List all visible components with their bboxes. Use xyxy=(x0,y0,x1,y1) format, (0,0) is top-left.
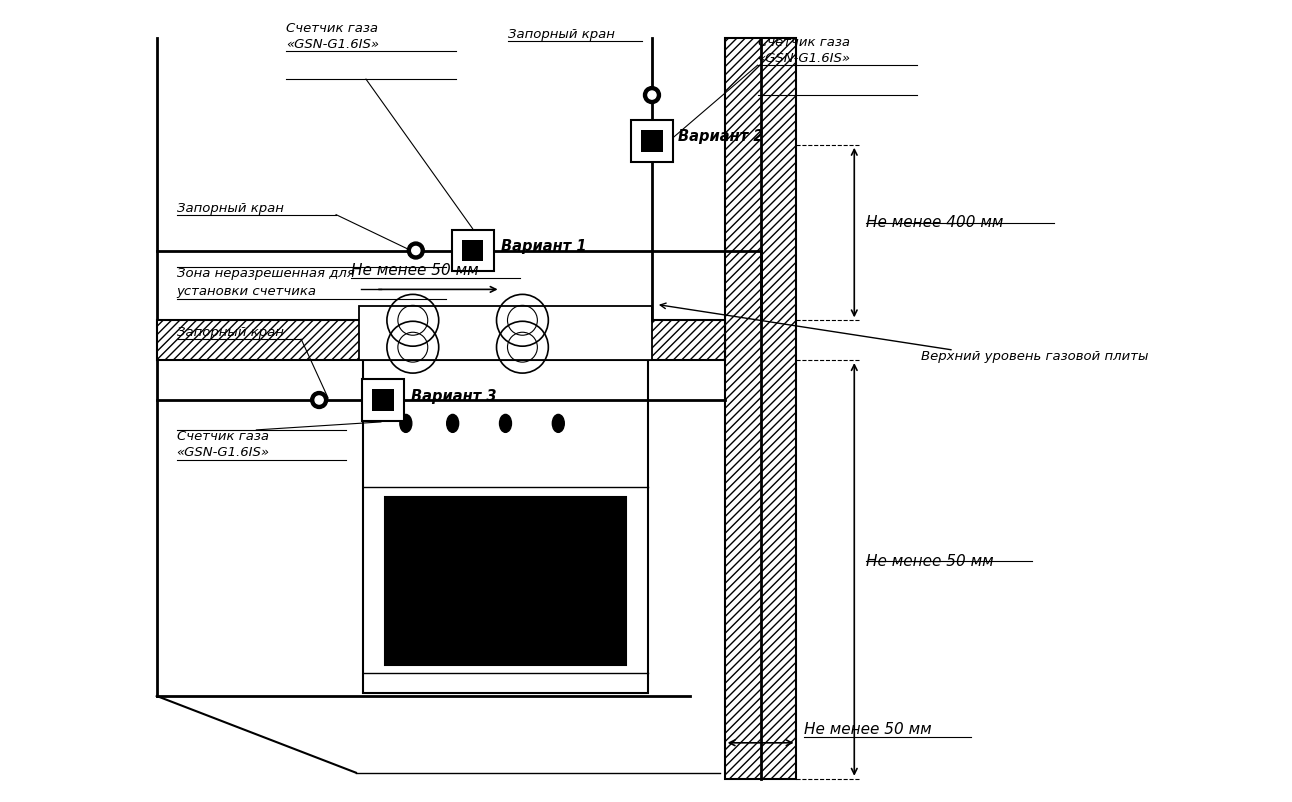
Bar xyxy=(641,130,663,152)
Text: Счетчик газа
«GSN-G1.6IS»: Счетчик газа «GSN-G1.6IS» xyxy=(177,430,270,459)
Bar xyxy=(363,360,649,693)
Ellipse shape xyxy=(500,415,512,432)
Bar xyxy=(362,379,404,421)
Bar xyxy=(385,496,627,665)
Ellipse shape xyxy=(552,415,565,432)
Text: Не менее 400 мм: Не менее 400 мм xyxy=(866,215,1004,230)
Text: Запорный кран: Запорный кран xyxy=(177,201,283,215)
Bar xyxy=(156,320,725,360)
Text: Счетчик газа
«GSN-G1.6IS»: Счетчик газа «GSN-G1.6IS» xyxy=(287,22,380,51)
Bar xyxy=(372,389,394,411)
Text: Зона неразрешенная для
установки счетчика: Зона неразрешенная для установки счетчик… xyxy=(177,267,354,298)
Text: Верхний уровень газовой плиты: Верхний уровень газовой плиты xyxy=(921,350,1149,363)
Circle shape xyxy=(315,396,323,404)
Text: Вариант 1: Вариант 1 xyxy=(500,239,587,254)
Circle shape xyxy=(647,91,656,99)
Text: Не менее 50 мм: Не менее 50 мм xyxy=(805,722,932,737)
Text: Вариант 3: Вариант 3 xyxy=(411,388,496,403)
Text: Запорный кран: Запорный кран xyxy=(177,326,283,339)
Text: Вариант 2: Вариант 2 xyxy=(678,129,764,144)
Text: Не менее 50 мм: Не менее 50 мм xyxy=(351,263,478,278)
Text: Счетчик газа
«GSN-G1.6IS»: Счетчик газа «GSN-G1.6IS» xyxy=(757,36,850,65)
Bar xyxy=(359,306,652,360)
Bar xyxy=(461,240,483,261)
Bar xyxy=(725,38,796,779)
Bar xyxy=(725,38,796,779)
Circle shape xyxy=(643,87,660,103)
Bar xyxy=(630,120,673,162)
Bar xyxy=(156,320,725,360)
Circle shape xyxy=(412,246,420,254)
Bar xyxy=(452,229,494,271)
Text: Не менее 50 мм: Не менее 50 мм xyxy=(866,554,994,569)
Ellipse shape xyxy=(399,415,412,432)
Circle shape xyxy=(407,242,424,259)
Text: Запорный кран: Запорный кран xyxy=(509,28,615,41)
Ellipse shape xyxy=(447,415,459,432)
Circle shape xyxy=(310,391,328,408)
